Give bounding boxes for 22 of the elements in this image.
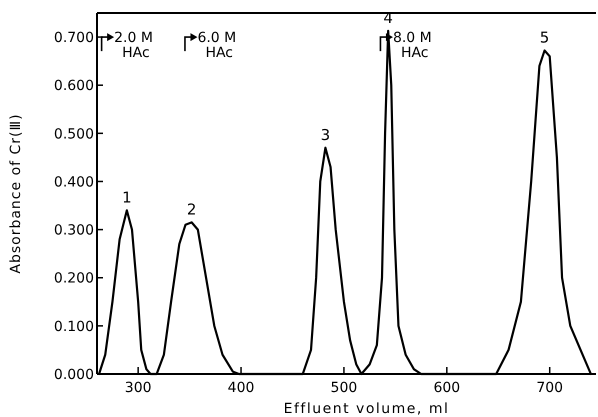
x-tick-label: 500 — [330, 380, 358, 396]
x-tick-label: 600 — [433, 380, 460, 396]
y-tick-label: 0.000 — [54, 367, 94, 383]
x-tick-label: 300 — [124, 380, 152, 396]
y-tick-label: 0.100 — [54, 318, 94, 335]
y-axis-title: Absorbance of Cr(Ⅲ) — [8, 113, 24, 274]
ref-line-label: 8.0 M HAc — [392, 30, 432, 62]
x-tick-label: 700 — [536, 380, 564, 396]
annotation: 5 — [540, 28, 550, 47]
y-tick-label: 0.200 — [54, 270, 94, 287]
x-axis-title: Effluent volume, ml — [284, 401, 450, 417]
y-tick-label: 0.700 — [54, 30, 94, 46]
annotation: 2 — [186, 200, 196, 218]
annotation: 1 — [122, 188, 132, 206]
y-tick-label: 0.300 — [54, 222, 94, 239]
y-tick-label: 0.500 — [54, 126, 94, 142]
ref-line-label: 2.0 M HAc — [114, 30, 153, 62]
annotation: 3 — [320, 126, 330, 144]
y-tick-label: 0.600 — [54, 78, 94, 94]
y-tick-label: 0.400 — [54, 174, 94, 190]
ref-line-label: 6.0 M HAc — [197, 30, 236, 62]
x-tick-label: 400 — [228, 380, 254, 396]
